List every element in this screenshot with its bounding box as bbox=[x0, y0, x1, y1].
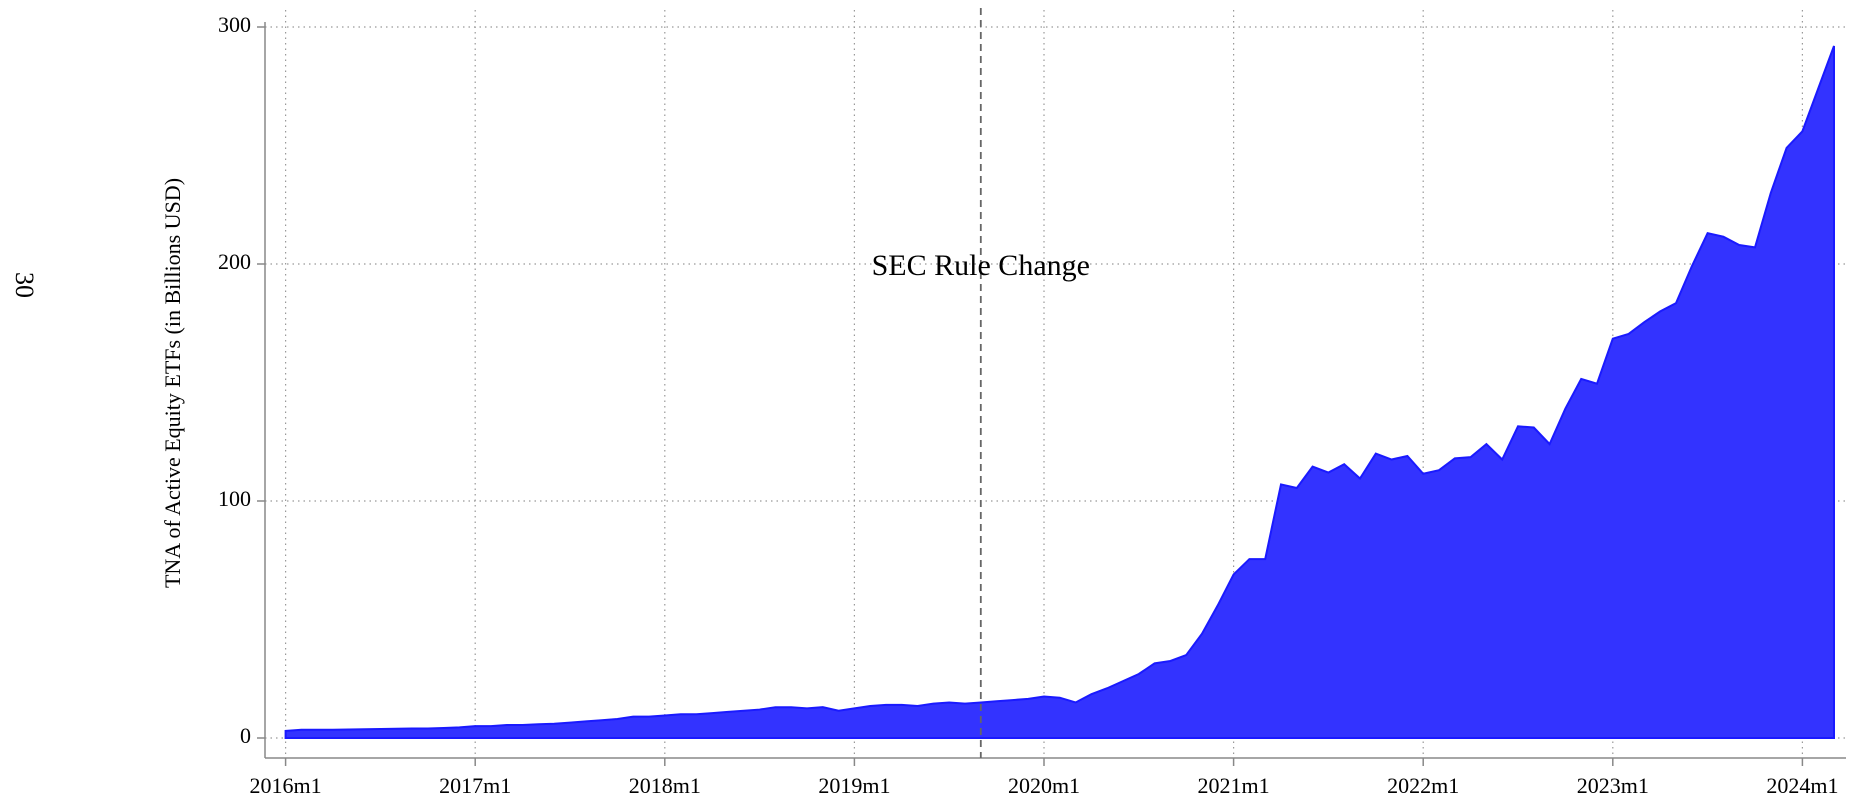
y-tick-label: 200 bbox=[218, 249, 251, 274]
x-tick-label: 2016m1 bbox=[250, 773, 322, 798]
y-tick-label: 0 bbox=[240, 723, 251, 748]
annotation: SEC Rule Change bbox=[872, 249, 1090, 282]
y-tick-label: 300 bbox=[218, 12, 251, 37]
page-number: 30 bbox=[10, 272, 39, 298]
x-tick-label: 2022m1 bbox=[1387, 773, 1459, 798]
x-tick-label: 2020m1 bbox=[1008, 773, 1080, 798]
area bbox=[284, 45, 1835, 739]
x-tick-label: 2017m1 bbox=[439, 773, 511, 798]
y-axis-label: TNA of Active Equity ETFs (in Billions U… bbox=[160, 178, 185, 588]
y-tick-label: 100 bbox=[218, 486, 251, 511]
x-tick-label: 2019m1 bbox=[818, 773, 890, 798]
x-tick-label: 2021m1 bbox=[1198, 773, 1270, 798]
x-tick-label: 2023m1 bbox=[1577, 773, 1649, 798]
x-tick-label: 2024m1 bbox=[1766, 773, 1838, 798]
x-tick-label: 2018m1 bbox=[629, 773, 701, 798]
